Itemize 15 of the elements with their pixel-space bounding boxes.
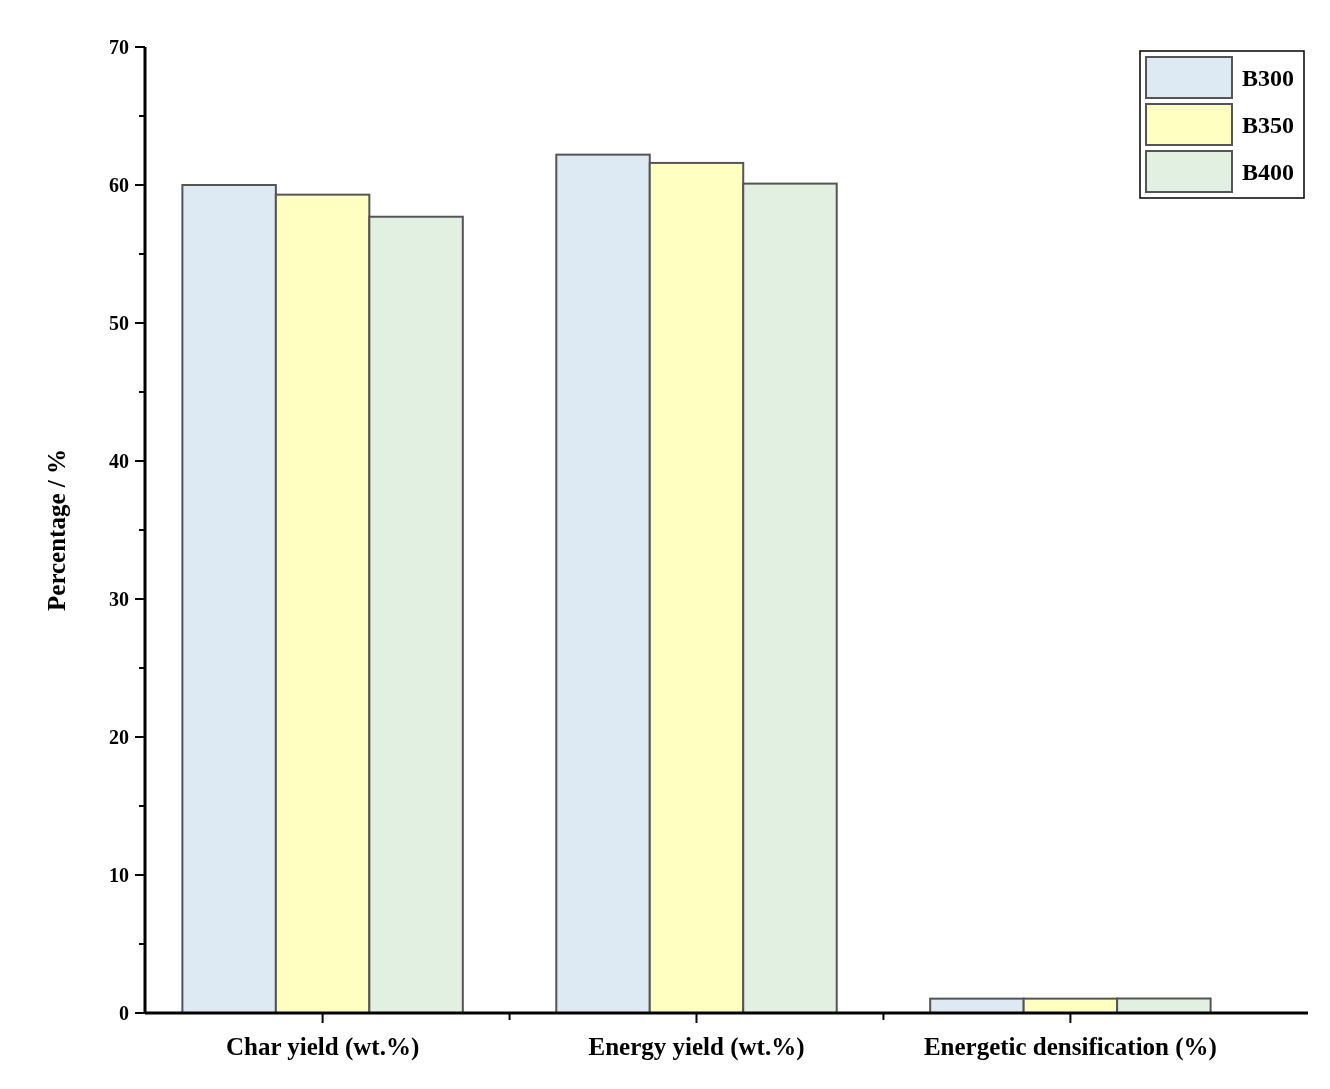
y-axis-title: Percentage / % [43, 449, 70, 611]
y-tick-label: 60 [109, 174, 129, 196]
x-tick-label: Char yield (wt.%) [225, 1033, 420, 1061]
y-tick-label: 70 [109, 36, 129, 58]
y-tick-label: 0 [119, 1002, 129, 1024]
legend-label: B400 [1242, 159, 1295, 186]
y-tick-label: 40 [109, 450, 129, 472]
x-tick-label: Energy yield (wt.%) [588, 1033, 805, 1061]
y-tick-label: 50 [109, 312, 129, 334]
legend-label: B350 [1242, 112, 1295, 139]
legend-label: B300 [1242, 65, 1295, 92]
y-tick-label: 20 [109, 726, 129, 748]
y-tick-label: 30 [109, 588, 129, 610]
x-tick-label: Energetic densification (%) [923, 1033, 1217, 1061]
y-tick-label: 10 [109, 864, 129, 886]
